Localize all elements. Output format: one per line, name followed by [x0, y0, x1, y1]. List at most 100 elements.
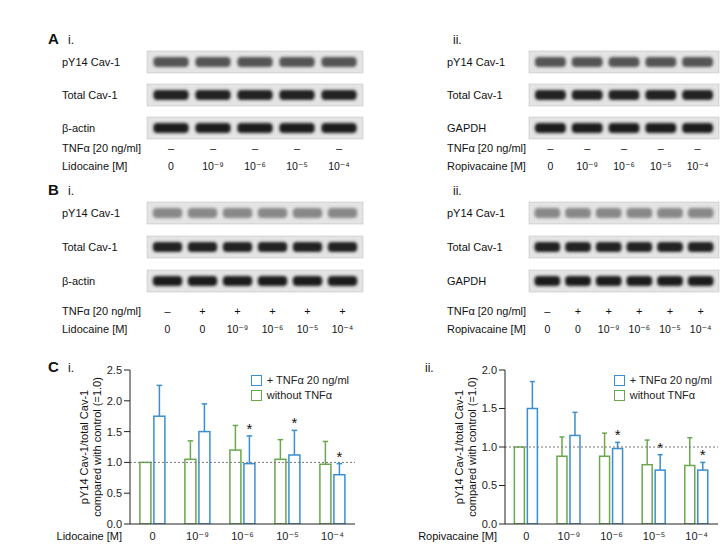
- svg-text:compared with control (=1.0): compared with control (=1.0): [91, 377, 103, 517]
- svg-text:ii.: ii.: [425, 361, 434, 375]
- svg-text:pY14 Cav-1: pY14 Cav-1: [447, 207, 505, 219]
- svg-text:10⁻⁵: 10⁻⁵: [659, 323, 681, 335]
- svg-text:Total Cav-1: Total Cav-1: [447, 89, 503, 101]
- svg-text:10⁻⁴: 10⁻⁴: [328, 160, 350, 172]
- svg-text:1.0: 1.0: [107, 456, 122, 468]
- svg-text:10⁻⁴: 10⁻⁴: [332, 323, 354, 335]
- svg-text:0: 0: [575, 323, 581, 335]
- svg-text:Ropivacaine [M]: Ropivacaine [M]: [447, 323, 526, 335]
- svg-text:10⁻⁶: 10⁻⁶: [262, 323, 284, 335]
- svg-text:+: +: [339, 305, 345, 317]
- svg-text:*: *: [615, 426, 621, 443]
- svg-text:pY14 Cav-1/total Cav-1: pY14 Cav-1/total Cav-1: [453, 390, 465, 504]
- svg-text:compared with control (=1.0): compared with control (=1.0): [466, 377, 478, 517]
- svg-text:+: +: [697, 305, 703, 317]
- svg-text:–: –: [695, 142, 702, 154]
- svg-text:–: –: [168, 142, 175, 154]
- svg-text:*: *: [291, 414, 297, 431]
- svg-text:10⁻⁹: 10⁻⁹: [227, 323, 249, 335]
- svg-text:–: –: [164, 305, 171, 317]
- svg-text:1.5: 1.5: [107, 426, 122, 438]
- svg-text:10⁻⁵: 10⁻⁵: [276, 530, 299, 542]
- svg-text:ii.: ii.: [453, 33, 462, 47]
- svg-text:i.: i.: [68, 33, 74, 47]
- svg-text:Ropivacaine [M]: Ropivacaine [M]: [447, 160, 526, 172]
- svg-text:10⁻⁴: 10⁻⁴: [321, 530, 344, 542]
- svg-text:0: 0: [544, 323, 550, 335]
- svg-text:+: +: [304, 305, 310, 317]
- svg-text:10⁻⁴: 10⁻⁴: [685, 530, 708, 542]
- svg-text:10⁻⁶: 10⁻⁶: [244, 160, 266, 172]
- svg-text:0: 0: [165, 323, 171, 335]
- svg-text:GAPDH: GAPDH: [447, 275, 486, 287]
- svg-text:10⁻⁹: 10⁻⁹: [558, 530, 581, 542]
- svg-text:TNFα [20 ng/ml]: TNFα [20 ng/ml]: [447, 142, 526, 154]
- svg-text:2.0: 2.0: [107, 395, 122, 407]
- svg-text:i.: i.: [68, 361, 74, 375]
- svg-text:10⁻⁶: 10⁻⁶: [231, 530, 254, 542]
- svg-text:10⁻⁶: 10⁻⁶: [629, 323, 651, 335]
- svg-text:10⁻⁴: 10⁻⁴: [687, 160, 709, 172]
- svg-text:ii.: ii.: [453, 184, 462, 198]
- svg-text:–: –: [252, 142, 259, 154]
- svg-text:1.5: 1.5: [482, 402, 497, 414]
- svg-text:*: *: [246, 420, 252, 437]
- svg-text:+: +: [575, 305, 581, 317]
- svg-text:2.5: 2.5: [107, 364, 122, 376]
- svg-text:pY14 Cav-1: pY14 Cav-1: [62, 56, 120, 68]
- svg-text:+: +: [636, 305, 642, 317]
- svg-text:0.0: 0.0: [482, 518, 497, 530]
- svg-text:+: +: [234, 305, 240, 317]
- svg-text:0: 0: [547, 160, 553, 172]
- svg-text:TNFα [20 ng/ml]: TNFα [20 ng/ml]: [62, 142, 141, 154]
- svg-text:+: +: [269, 305, 275, 317]
- svg-text:TNFα [20 ng/ml]: TNFα [20 ng/ml]: [447, 305, 526, 317]
- svg-text:0: 0: [200, 323, 206, 335]
- svg-text:Lidocaine [M]: Lidocaine [M]: [62, 323, 127, 335]
- svg-text:0: 0: [149, 530, 155, 542]
- svg-text:0.5: 0.5: [107, 487, 122, 499]
- svg-text:–: –: [584, 142, 591, 154]
- svg-text:pY14 Cav-1: pY14 Cav-1: [62, 207, 120, 219]
- svg-text:1.0: 1.0: [482, 441, 497, 453]
- svg-text:–: –: [621, 142, 628, 154]
- svg-text:10⁻⁵: 10⁻⁵: [643, 530, 666, 542]
- svg-text:10⁻⁵: 10⁻⁵: [286, 160, 308, 172]
- svg-text:–: –: [658, 142, 665, 154]
- svg-text:Lidocaine [M]: Lidocaine [M]: [57, 530, 122, 542]
- svg-text:10⁻⁹: 10⁻⁹: [576, 160, 598, 172]
- svg-text:10⁻⁵: 10⁻⁵: [650, 160, 672, 172]
- svg-text:C: C: [48, 358, 59, 375]
- svg-text:–: –: [547, 142, 554, 154]
- svg-text:pY14 Cav-1/total Cav-1: pY14 Cav-1/total Cav-1: [78, 390, 90, 504]
- svg-text:B: B: [48, 181, 59, 198]
- svg-text:10⁻⁹: 10⁻⁹: [202, 160, 224, 172]
- svg-text:0: 0: [523, 530, 529, 542]
- svg-text:β-actin: β-actin: [62, 122, 95, 134]
- svg-text:2.0: 2.0: [482, 364, 497, 376]
- svg-text:A: A: [48, 30, 59, 47]
- svg-text:10⁻⁵: 10⁻⁵: [297, 323, 319, 335]
- svg-text:Lidocaine [M]: Lidocaine [M]: [62, 160, 127, 172]
- svg-text:+: +: [199, 305, 205, 317]
- svg-text:pY14 Cav-1: pY14 Cav-1: [447, 56, 505, 68]
- svg-text:–: –: [336, 142, 343, 154]
- svg-text:0: 0: [168, 160, 174, 172]
- svg-text:10⁻⁶: 10⁻⁶: [613, 160, 635, 172]
- svg-text:10⁻⁴: 10⁻⁴: [690, 323, 712, 335]
- svg-text:GAPDH: GAPDH: [447, 122, 486, 134]
- svg-text:10⁻⁹: 10⁻⁹: [598, 323, 620, 335]
- svg-text:*: *: [700, 446, 706, 463]
- svg-text:i.: i.: [68, 184, 74, 198]
- svg-text:0.5: 0.5: [482, 479, 497, 491]
- svg-text:0.0: 0.0: [107, 518, 122, 530]
- svg-text:Total Cav-1: Total Cav-1: [62, 241, 118, 253]
- svg-text:10⁻⁶: 10⁻⁶: [600, 530, 623, 542]
- svg-text:10⁻⁹: 10⁻⁹: [186, 530, 209, 542]
- svg-text:Ropivacaine [M]: Ropivacaine [M]: [418, 530, 497, 542]
- svg-text:TNFα [20 ng/ml]: TNFα [20 ng/ml]: [62, 305, 141, 317]
- svg-text:+: +: [667, 305, 673, 317]
- svg-text:β-actin: β-actin: [62, 275, 95, 287]
- svg-text:–: –: [210, 142, 217, 154]
- svg-text:–: –: [294, 142, 301, 154]
